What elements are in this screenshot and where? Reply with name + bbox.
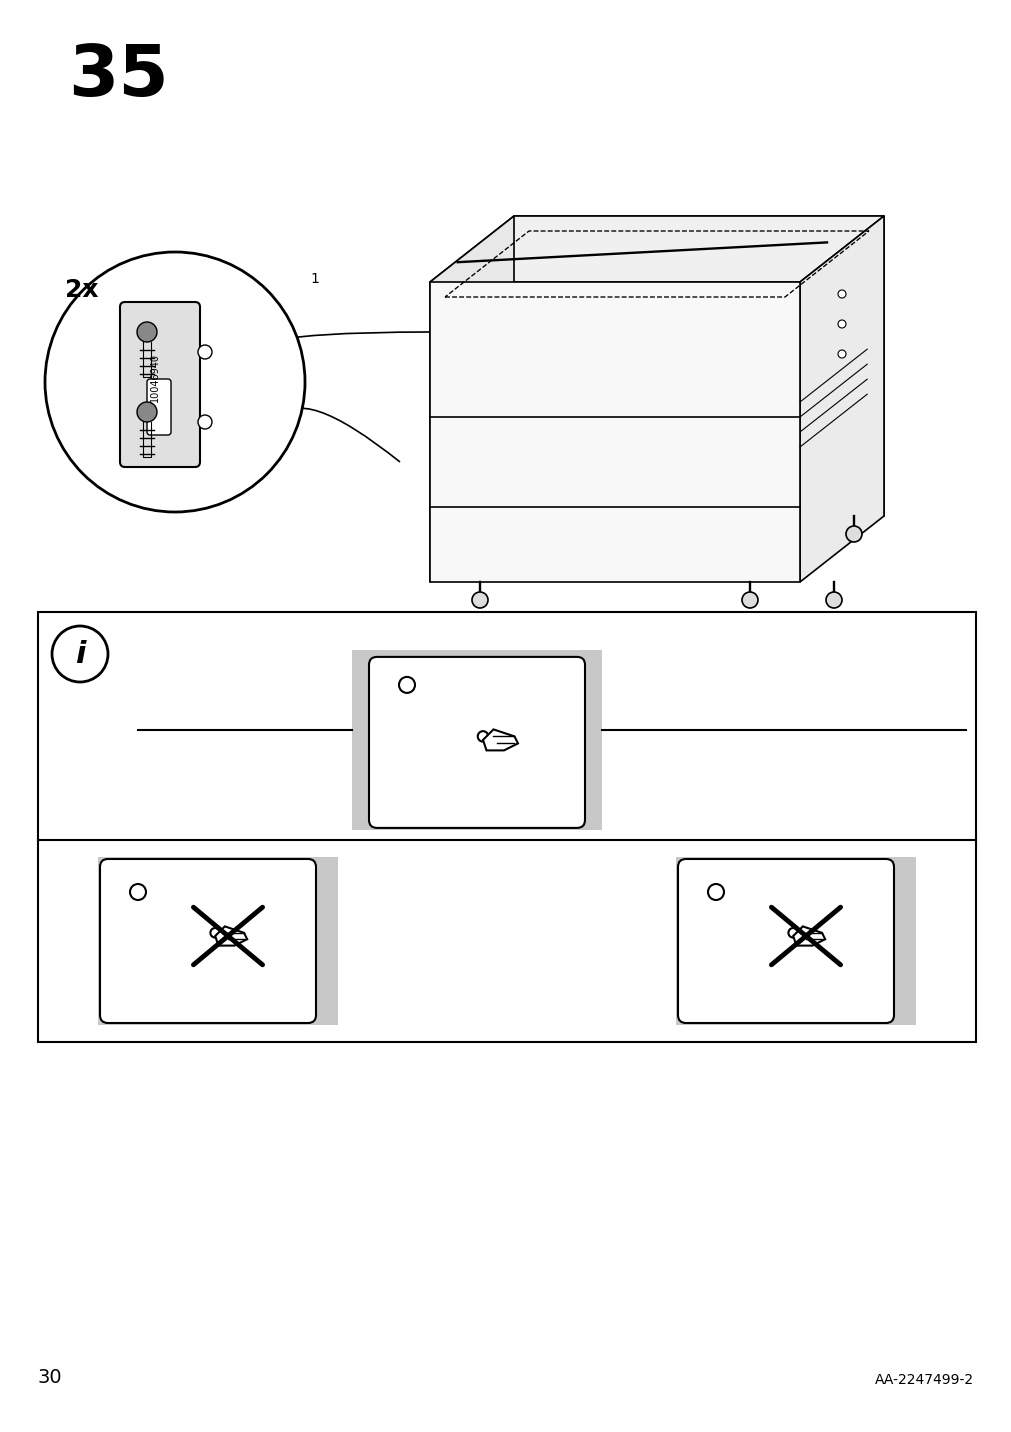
FancyBboxPatch shape (100, 859, 315, 1022)
Text: 1: 1 (309, 272, 318, 286)
Polygon shape (800, 216, 884, 581)
Circle shape (52, 626, 108, 682)
Polygon shape (482, 729, 518, 750)
Circle shape (837, 319, 845, 328)
Circle shape (129, 884, 146, 899)
Circle shape (845, 526, 861, 541)
Polygon shape (430, 216, 884, 282)
Text: 30: 30 (38, 1368, 63, 1388)
Circle shape (198, 415, 211, 430)
FancyBboxPatch shape (98, 856, 338, 1025)
Circle shape (44, 252, 304, 513)
Circle shape (398, 677, 415, 693)
Text: AA-2247499-2: AA-2247499-2 (875, 1373, 973, 1388)
FancyBboxPatch shape (120, 302, 200, 467)
Polygon shape (215, 927, 247, 945)
Circle shape (198, 345, 211, 359)
Circle shape (837, 291, 845, 298)
FancyBboxPatch shape (677, 859, 893, 1022)
Polygon shape (793, 927, 824, 945)
Polygon shape (430, 282, 800, 581)
Text: 35: 35 (68, 42, 169, 112)
Circle shape (136, 322, 157, 342)
Circle shape (825, 591, 841, 609)
Text: 2x: 2x (65, 278, 98, 302)
Circle shape (741, 591, 757, 609)
Circle shape (136, 402, 157, 422)
FancyBboxPatch shape (352, 650, 602, 831)
Circle shape (837, 349, 845, 358)
Circle shape (471, 591, 487, 609)
Polygon shape (430, 216, 514, 581)
FancyBboxPatch shape (147, 379, 171, 435)
FancyBboxPatch shape (369, 657, 584, 828)
Text: i: i (75, 640, 85, 669)
Circle shape (708, 884, 723, 899)
FancyBboxPatch shape (675, 856, 915, 1025)
Text: 10046940: 10046940 (150, 352, 160, 401)
